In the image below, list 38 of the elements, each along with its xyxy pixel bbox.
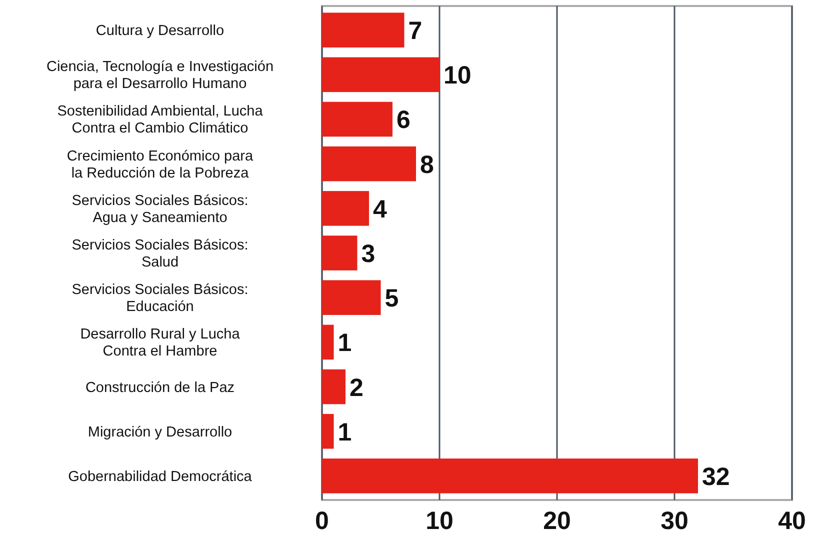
data-label: 10 [444,62,472,90]
y-tick-label: Desarrollo Rural y Lucha Contra el Hambre [80,326,241,360]
x-tick-label: 30 [660,507,688,535]
data-label: 32 [702,462,730,491]
data-label: 5 [384,284,399,313]
data-label: 6 [396,106,410,134]
bar [322,146,416,182]
data-label: 8 [420,150,434,179]
data-label: 2 [350,374,364,402]
x-tick-label: 0 [315,507,329,535]
y-tick-label: Construcción de la Paz [85,380,235,396]
bar [322,236,358,270]
bar [322,102,392,137]
bar [322,191,369,226]
y-tick-label: Servicios Sociales Básicos: Agua y Saneamiento [72,192,248,226]
data-label: 1 [338,418,352,446]
x-tick-label: 20 [543,507,571,535]
y-tick-label: Migración y Desarrollo [88,424,232,440]
x-tick-label: 40 [778,507,806,535]
bar [322,324,334,360]
data-label: 4 [373,195,387,224]
bar [322,57,440,92]
bar [322,12,404,48]
y-tick-label: Cultura y Desarrollo [96,23,224,40]
y-tick-label: Sostenibilidad Ambiental, Lucha Contra el Cambio Climático [57,104,264,137]
data-label: 7 [408,17,422,46]
bar [322,280,381,315]
bar [322,458,698,494]
y-tick-label: Servicios Sociales Básicos: Salud [72,238,248,270]
data-label: 1 [338,329,352,358]
y-tick-label: Gobernabilidad Democrática [68,468,253,485]
y-tick-label: Ciencia, Tecnología e Investigación para el Desarrollo Humano [46,59,274,92]
y-tick-label: Crecimiento Económico para la Reducción de la Pobreza [66,148,254,182]
bar [322,414,334,449]
bar [322,369,346,404]
data-label: 3 [361,240,376,268]
y-tick-label: Servicios Sociales Básicos: Educación [72,282,248,316]
x-tick-label: 10 [426,507,454,535]
